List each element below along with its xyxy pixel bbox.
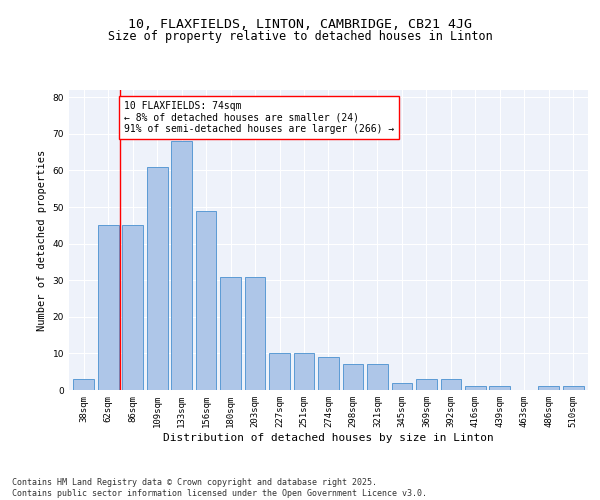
Y-axis label: Number of detached properties: Number of detached properties bbox=[37, 150, 47, 330]
Bar bbox=[416, 379, 437, 390]
Text: 10 FLAXFIELDS: 74sqm
← 8% of detached houses are smaller (24)
91% of semi-detach: 10 FLAXFIELDS: 74sqm ← 8% of detached ho… bbox=[124, 101, 394, 134]
Bar bbox=[465, 386, 486, 390]
Bar bbox=[343, 364, 364, 390]
Bar bbox=[171, 141, 192, 390]
Bar bbox=[490, 386, 510, 390]
Bar bbox=[538, 386, 559, 390]
Bar bbox=[440, 379, 461, 390]
X-axis label: Distribution of detached houses by size in Linton: Distribution of detached houses by size … bbox=[163, 432, 494, 442]
Bar bbox=[392, 382, 412, 390]
Bar bbox=[196, 210, 217, 390]
Bar bbox=[293, 354, 314, 390]
Bar bbox=[367, 364, 388, 390]
Bar bbox=[73, 379, 94, 390]
Bar bbox=[147, 167, 167, 390]
Bar bbox=[220, 276, 241, 390]
Bar bbox=[318, 357, 339, 390]
Bar bbox=[98, 226, 119, 390]
Text: Contains HM Land Registry data © Crown copyright and database right 2025.
Contai: Contains HM Land Registry data © Crown c… bbox=[12, 478, 427, 498]
Bar bbox=[245, 276, 265, 390]
Bar bbox=[269, 354, 290, 390]
Bar bbox=[563, 386, 584, 390]
Text: Size of property relative to detached houses in Linton: Size of property relative to detached ho… bbox=[107, 30, 493, 43]
Text: 10, FLAXFIELDS, LINTON, CAMBRIDGE, CB21 4JG: 10, FLAXFIELDS, LINTON, CAMBRIDGE, CB21 … bbox=[128, 18, 472, 30]
Bar bbox=[122, 226, 143, 390]
